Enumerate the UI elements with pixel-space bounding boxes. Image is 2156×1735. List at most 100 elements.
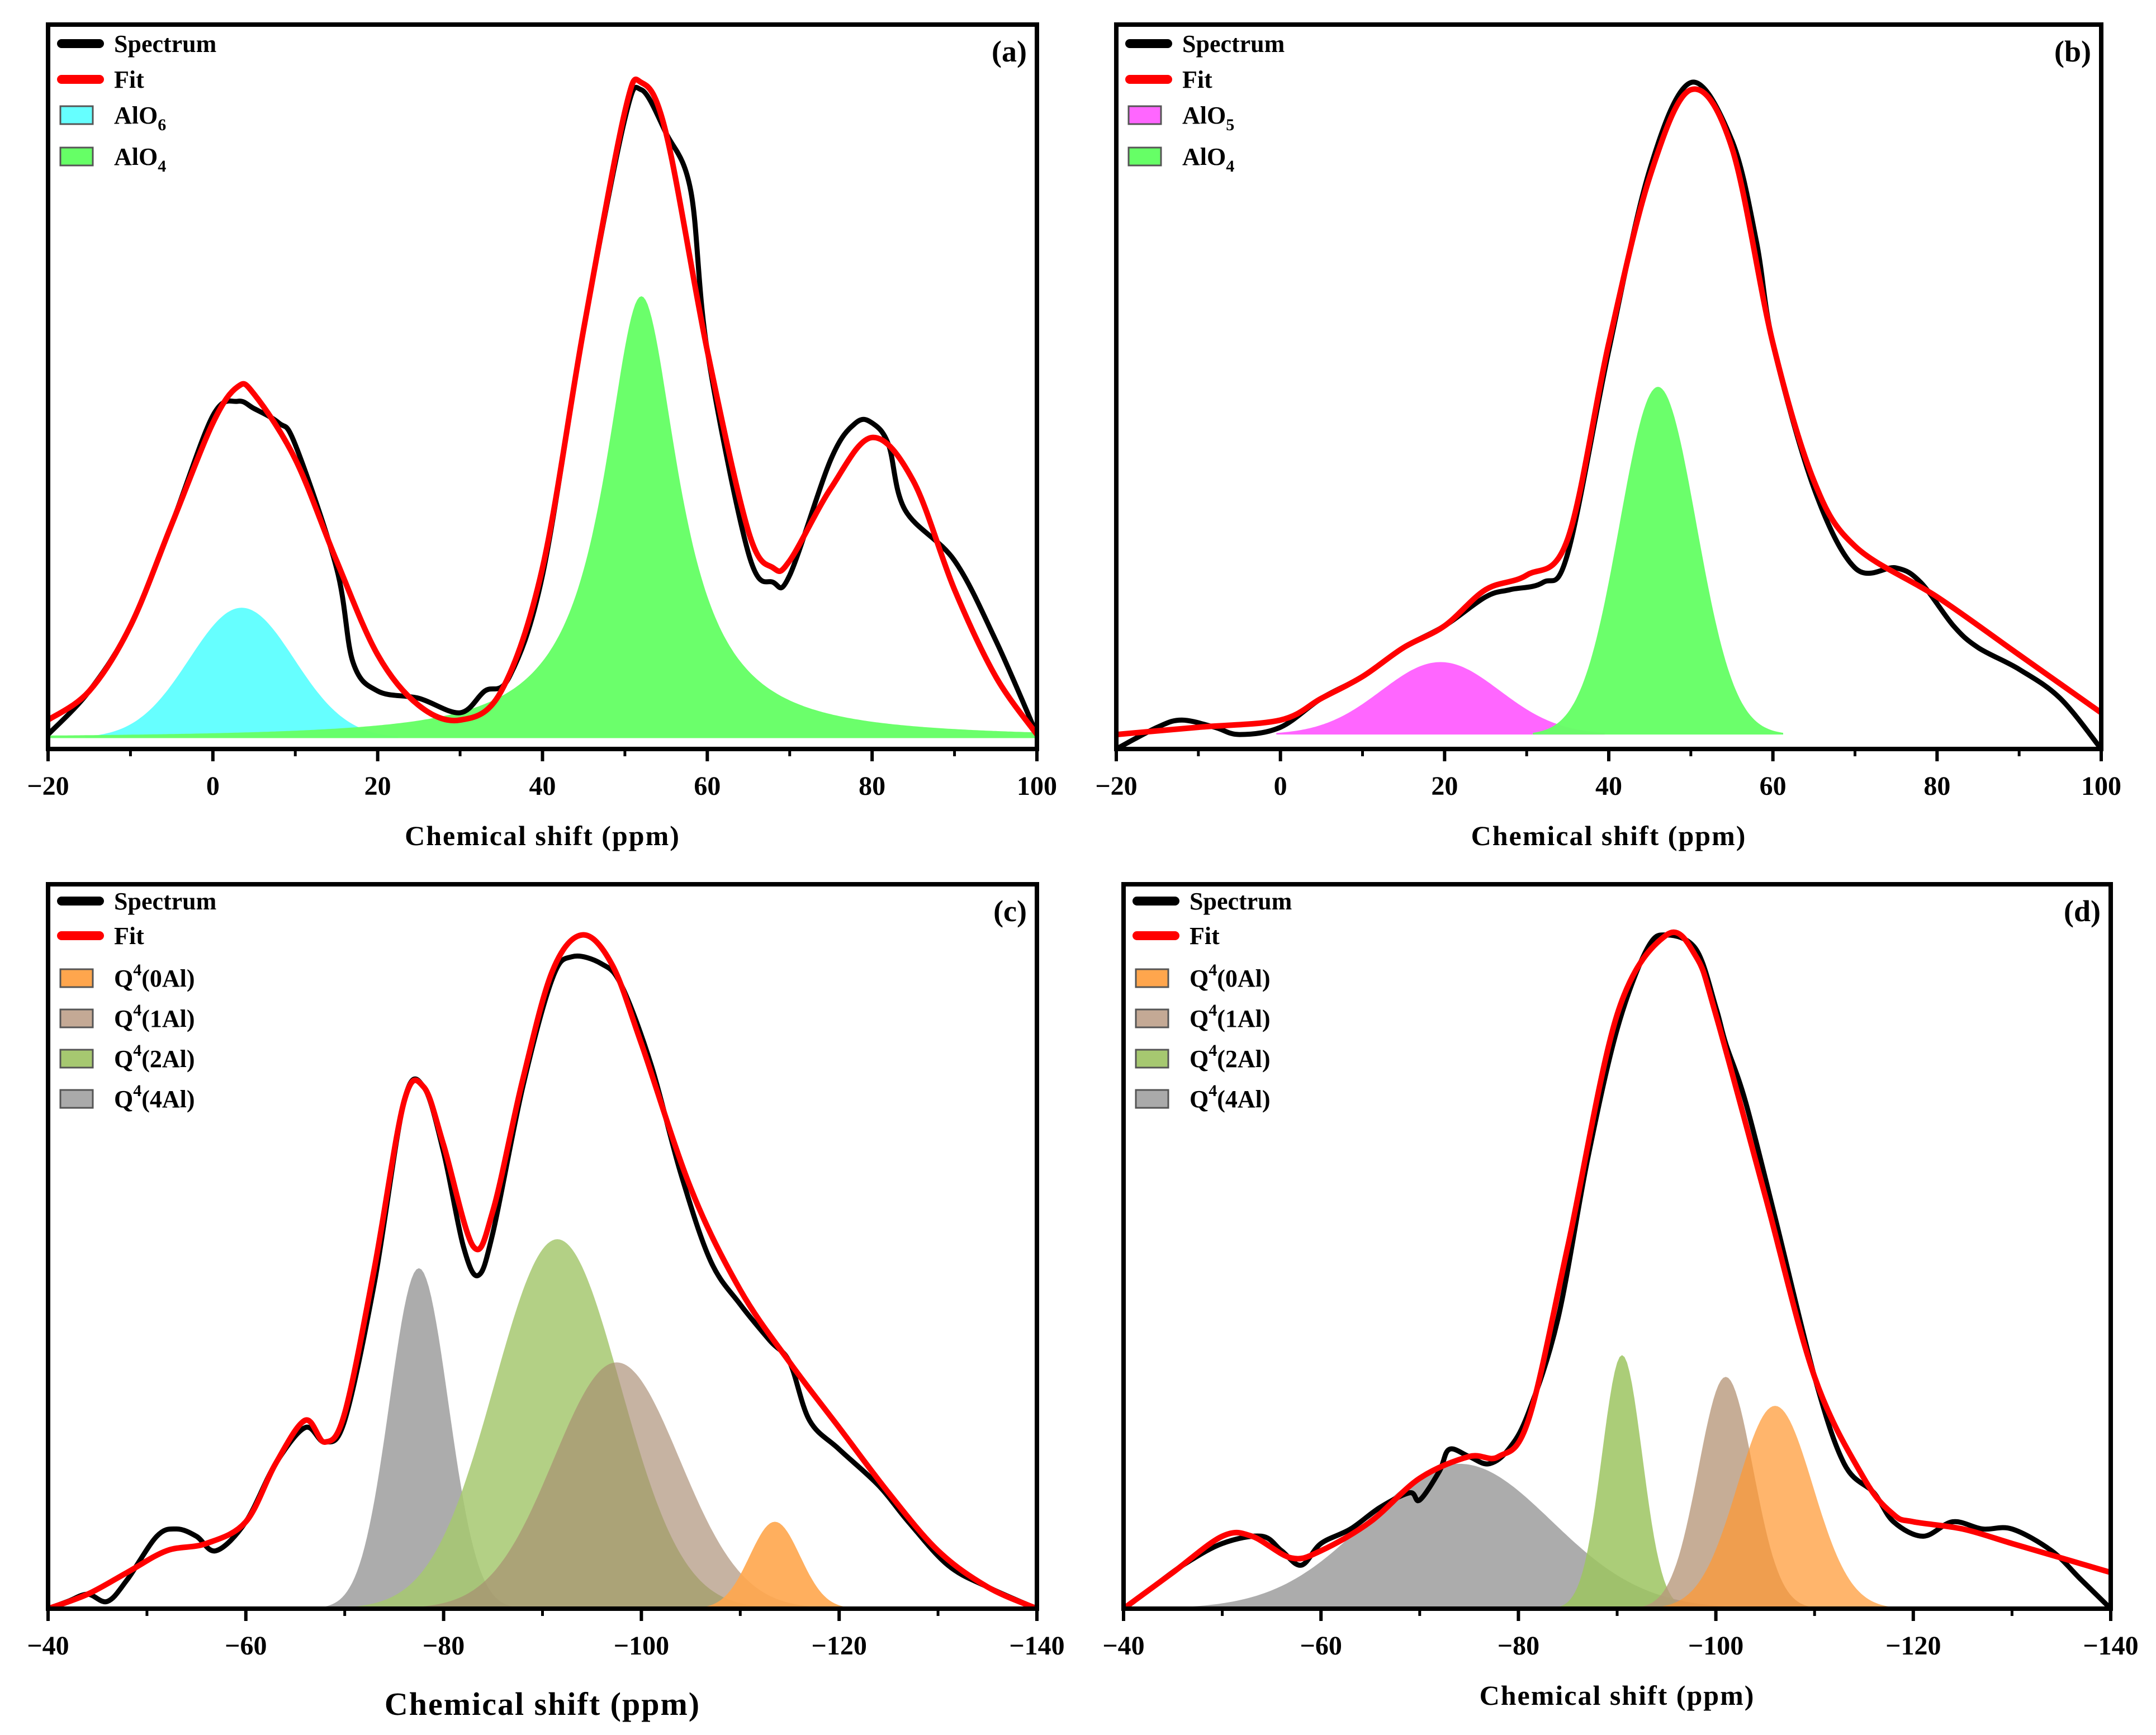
legend-label: Fit — [114, 66, 144, 93]
component-peak-alo6 — [85, 608, 399, 738]
legend-label: Q4(0Al) — [114, 961, 195, 992]
legend-box-swatch — [59, 146, 94, 167]
fit-line — [1116, 86, 2101, 738]
x-tick-label: −20 — [1095, 771, 1137, 801]
x-tick-label: −40 — [27, 1631, 69, 1661]
legend-box-swatch — [1135, 1049, 1169, 1069]
legend-label-suffix: (1Al) — [141, 1005, 195, 1032]
x-tick-label: 80 — [1923, 771, 1950, 801]
legend-label: Spectrum — [1190, 888, 1292, 915]
x-tick-label: −120 — [812, 1631, 867, 1661]
legend-box-swatch — [59, 968, 94, 988]
legend-box-swatch — [59, 1008, 94, 1028]
panel-label: (d) — [2064, 894, 2101, 928]
x-tick-label: 0 — [206, 771, 220, 801]
legend-label: Q4(4Al) — [1190, 1082, 1271, 1113]
legend-label: Fit — [1190, 922, 1220, 950]
legend-label-text: Spectrum — [114, 888, 216, 915]
legend-label: AlO4 — [114, 143, 166, 176]
chart-panel-a: −20 0 20 40 60 80 100 Chemical shift (ppm) (a) Sp… — [27, 22, 1057, 851]
legend-label: Q4(2Al) — [114, 1041, 195, 1073]
x-tick-label: 100 — [2081, 771, 2121, 801]
legend-label-text: Q — [1190, 1005, 1209, 1032]
x-tick-label: 100 — [1017, 771, 1057, 801]
legend-box-swatch — [1135, 1089, 1169, 1109]
legend-label-text: AlO — [114, 102, 158, 129]
chart-panel-c: −40 −60 −80 −100 −120 −140 Chemical shift (ppm… — [27, 882, 1065, 1722]
legend-label-text: Q — [1190, 1085, 1209, 1113]
plot-area — [1124, 929, 2111, 1609]
legend-label: Q4(2Al) — [1190, 1041, 1271, 1073]
legend-item-fit: Fit — [57, 66, 144, 93]
legend-label: Q4(4Al) — [114, 1082, 195, 1113]
x-axis-title: Chemical shift (ppm) — [1471, 820, 1747, 851]
legend-label-suffix: (2Al) — [1217, 1045, 1270, 1073]
legend-label-text: Spectrum — [1182, 30, 1285, 58]
legend-subscript: 6 — [158, 116, 166, 134]
legend-label: Fit — [1182, 66, 1212, 93]
legend-superscript: 4 — [1209, 1001, 1217, 1020]
plot-area — [48, 932, 1037, 1609]
legend-label-suffix: (0Al) — [1217, 965, 1270, 992]
legend-label-text: Fit — [1182, 66, 1212, 93]
legend-label-text: Spectrum — [114, 30, 216, 58]
x-tick-label: −40 — [1102, 1631, 1144, 1661]
legend-item-spectrum: Spectrum — [57, 30, 216, 58]
x-tick-label: −80 — [423, 1631, 465, 1661]
legend-label-text: Fit — [1190, 922, 1220, 950]
legend-box-swatch — [1127, 105, 1162, 125]
x-tick-label: 80 — [859, 771, 885, 801]
x-axis-title: Chemical shift (ppm) — [1480, 1680, 1755, 1711]
x-tick-label: −120 — [1885, 1631, 1941, 1661]
legend-label: Q4(0Al) — [1190, 961, 1271, 992]
legend-label-text: AlO — [1182, 143, 1226, 170]
component-peak-q4-0al- — [1656, 1406, 1894, 1609]
fit-line — [1124, 929, 2111, 1609]
x-tick-label: 40 — [529, 771, 556, 801]
legend-item-fit: Fit — [57, 922, 144, 950]
legend-subscript: 4 — [158, 157, 166, 176]
legend-subscript: 5 — [1226, 116, 1234, 134]
legend-label-text: Q — [114, 1085, 133, 1113]
x-tick-label: 60 — [1760, 771, 1787, 801]
legend-superscript: 4 — [133, 1001, 141, 1020]
legend-item-spectrum: Spectrum — [1133, 888, 1292, 915]
legend-label-suffix: (1Al) — [1217, 1005, 1270, 1032]
x-tick-label: −100 — [1688, 1631, 1743, 1661]
plot-area — [48, 77, 1037, 738]
x-tick-label: −140 — [1009, 1631, 1064, 1661]
legend-item-q4-1al-: Q4(1Al) — [59, 1001, 195, 1032]
plot-frame — [46, 22, 1039, 751]
legend-superscript: 4 — [133, 1041, 141, 1060]
legend-label-suffix: (4Al) — [141, 1085, 195, 1113]
legend-item-alo4: AlO4 — [1127, 143, 1234, 176]
legend-superscript: 4 — [1209, 1041, 1217, 1060]
legend-label-text: Q — [114, 1005, 133, 1032]
legend-label: Spectrum — [114, 30, 216, 58]
legend-superscript: 4 — [133, 1082, 141, 1100]
spectrum-line — [1124, 932, 2111, 1609]
legend-item-q4-4al-: Q4(4Al) — [59, 1082, 195, 1113]
legend-label: Fit — [114, 922, 144, 950]
legend-item-q4-1al-: Q4(1Al) — [1135, 1001, 1271, 1032]
fit-line — [48, 77, 1037, 737]
component-peak-alo5 — [1276, 662, 1605, 735]
component-peak-q4-0al- — [703, 1521, 847, 1609]
legend-label-text: AlO — [114, 143, 158, 170]
x-axis-title: Chemical shift (ppm) — [385, 1686, 700, 1722]
legend-label-suffix: (4Al) — [1217, 1085, 1270, 1113]
panel-label: (b) — [2054, 35, 2091, 68]
legend-label: Spectrum — [1182, 30, 1285, 58]
legend-item-spectrum: Spectrum — [1125, 30, 1285, 58]
legend-label-text: Fit — [114, 922, 144, 950]
x-tick-label: 0 — [1274, 771, 1287, 801]
legend-superscript: 4 — [1209, 1082, 1217, 1100]
legend: Spectrum Fit AlO5 AlO4 — [1125, 30, 1285, 176]
component-peak-q4-1al- — [416, 1362, 817, 1609]
legend-label-text: Q — [114, 965, 133, 992]
x-tick-label: 20 — [1431, 771, 1458, 801]
plot-area — [1116, 79, 2101, 749]
legend-label-text: AlO — [1182, 102, 1226, 129]
